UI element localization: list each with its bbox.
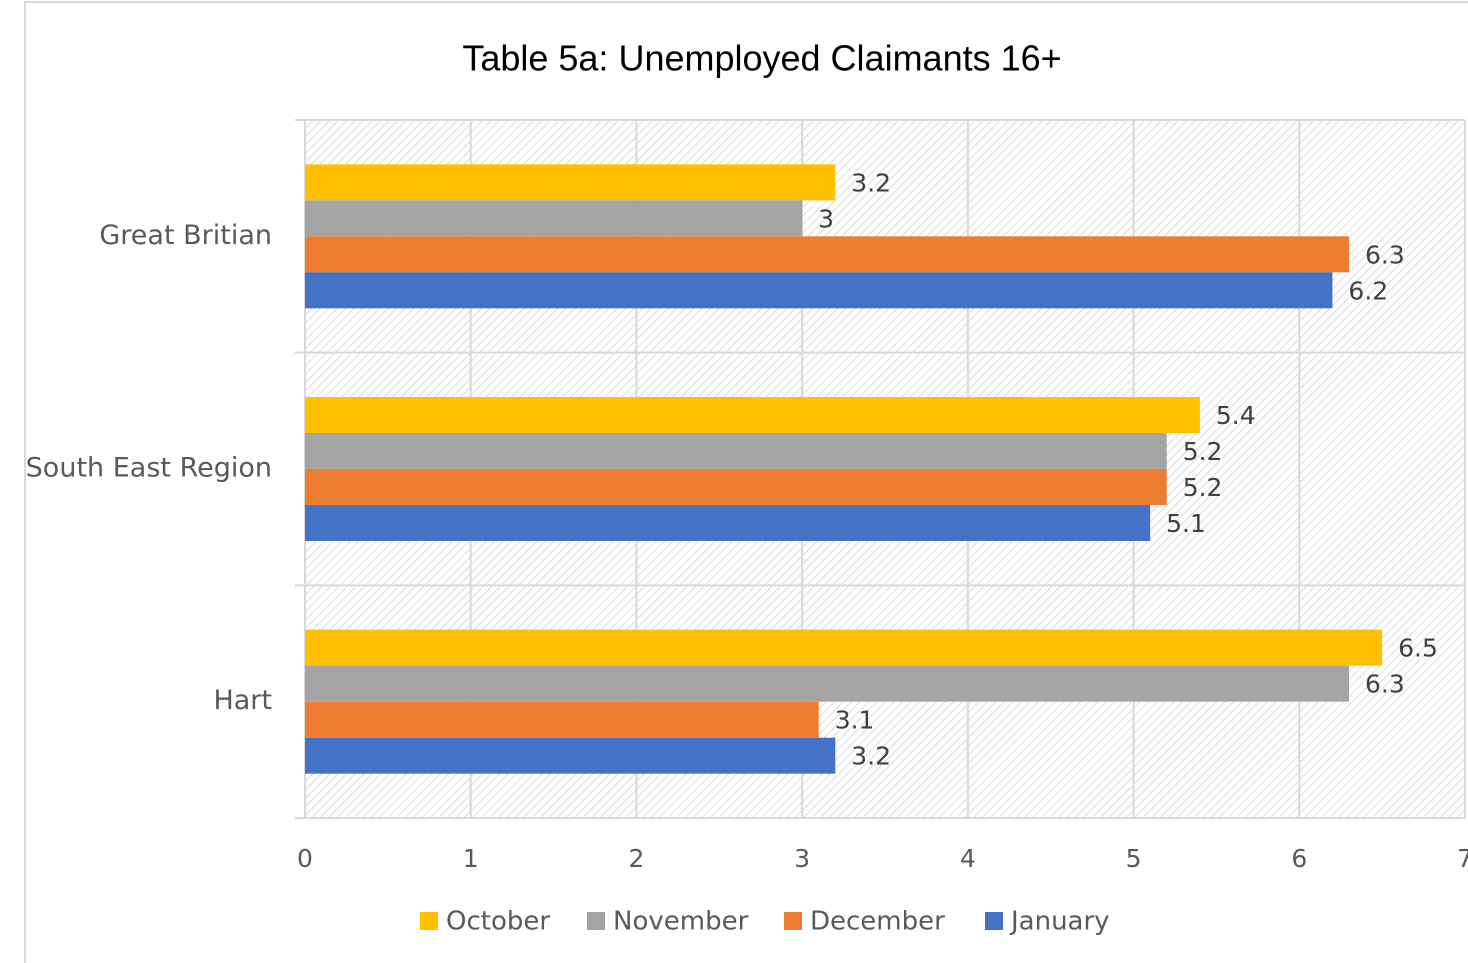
bar — [305, 164, 836, 201]
data-label: 6.3 — [1365, 240, 1405, 269]
legend-label: January — [1009, 907, 1110, 937]
legend-label: December — [810, 907, 945, 937]
legend-swatch — [985, 912, 1003, 930]
x-tick-label: 1 — [463, 844, 479, 873]
x-tick-label: 2 — [628, 844, 644, 873]
bar — [305, 236, 1349, 273]
x-tick-label: 6 — [1291, 844, 1307, 873]
y-tick-label: South East Region — [26, 453, 272, 484]
x-tick-label: 0 — [297, 844, 313, 873]
legend-label: November — [613, 907, 749, 937]
data-label: 6.3 — [1365, 670, 1405, 699]
legend-swatch — [784, 912, 802, 930]
data-label: 5.1 — [1166, 509, 1206, 538]
legend-swatch — [420, 912, 438, 930]
bar — [305, 200, 803, 237]
bar — [305, 505, 1151, 541]
chart-title: Table 5a: Unemployed Claimants 16+ — [462, 38, 1061, 79]
data-label: 3.2 — [851, 742, 891, 771]
y-tick-label: Hart — [213, 685, 272, 716]
bar — [305, 272, 1333, 309]
bar — [305, 433, 1167, 469]
data-label: 3.1 — [835, 706, 875, 735]
bar — [305, 629, 1383, 666]
bar — [305, 469, 1167, 505]
bar — [305, 665, 1349, 702]
data-label: 5.2 — [1183, 473, 1223, 502]
data-label: 3 — [818, 204, 834, 233]
data-label: 5.4 — [1216, 401, 1256, 430]
data-label: 6.2 — [1348, 276, 1388, 305]
data-label: 5.2 — [1183, 437, 1223, 466]
x-tick-label: 3 — [794, 844, 810, 873]
x-tick-label: 7 — [1457, 844, 1468, 873]
data-label: 6.5 — [1398, 634, 1438, 663]
x-tick-label: 5 — [1126, 844, 1142, 873]
bar — [305, 397, 1200, 433]
bar — [305, 737, 836, 774]
y-tick-label: Great Britian — [99, 220, 272, 251]
data-label: 3.2 — [851, 168, 891, 197]
x-tick-label: 4 — [960, 844, 976, 873]
bar — [305, 701, 819, 738]
legend-swatch — [587, 912, 605, 930]
legend-label: October — [446, 907, 550, 937]
